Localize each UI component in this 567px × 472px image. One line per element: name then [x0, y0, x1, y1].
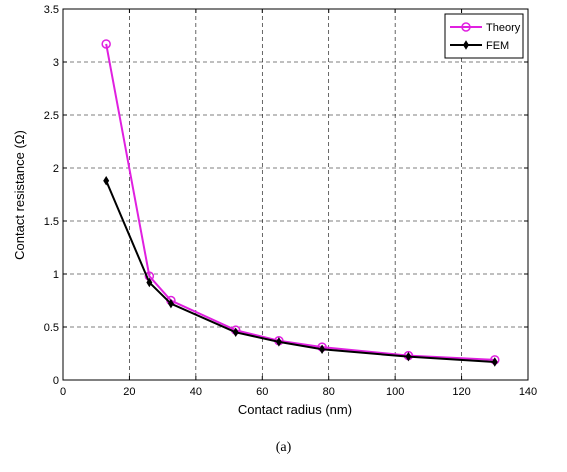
legend-entry-theory: Theory — [450, 22, 521, 34]
x-tick-label: 40 — [190, 386, 202, 398]
data-point-fem — [232, 327, 239, 338]
data-point-fem — [167, 298, 174, 309]
y-axis-label: Contact resistance (Ω) — [12, 130, 27, 260]
y-tick-label: 3.5 — [44, 4, 59, 16]
data-point-fem — [405, 351, 412, 362]
y-tick-label: 1 — [53, 269, 59, 281]
data-point-fem — [103, 175, 110, 186]
y-tick-label: 1.5 — [44, 216, 59, 228]
legend-marker — [463, 40, 469, 50]
figure-caption: (a) — [275, 440, 292, 455]
x-tick-label: 80 — [323, 386, 335, 398]
data-point-fem — [275, 337, 282, 347]
x-tick-label: 0 — [60, 386, 66, 398]
series-line-fem — [105, 180, 495, 363]
series-group — [101, 39, 500, 367]
y-tick-label: 0.5 — [44, 322, 59, 334]
x-tick-label: 20 — [123, 386, 135, 398]
legend-label: FEM — [486, 40, 509, 52]
x-tick-label: 120 — [452, 386, 470, 398]
legend-label: Theory — [486, 22, 521, 34]
x-tick-label: 100 — [386, 386, 404, 398]
grid — [63, 9, 528, 380]
legend-box — [444, 13, 524, 59]
legend-entry-fem: FEM — [450, 40, 509, 52]
plot-area — [63, 9, 528, 380]
y-tick-label: 3 — [53, 57, 59, 69]
series-line-theory — [105, 43, 495, 361]
x-tick-label: 140 — [519, 386, 537, 398]
x-axis-label: Contact radius (nm) — [238, 402, 352, 417]
y-tick-label: 2.5 — [44, 110, 59, 122]
legend-marker — [461, 22, 471, 32]
x-tick-label: 60 — [256, 386, 268, 398]
y-tick-label: 2 — [53, 163, 59, 175]
plot-frame — [62, 8, 529, 381]
data-point-fem — [491, 357, 498, 367]
axis-ticks: 0 20 40 60 80 100 120 140 0 0.5 1 1.5 2 2.5 3 3.5 — [44, 4, 537, 398]
chart: 0 20 40 60 80 100 120 140 0 0.5 1 1.5 2 2.5 3 3.5 Conta… — [12, 4, 537, 417]
series-fem — [103, 175, 498, 367]
legend: Theory FEM — [444, 13, 524, 59]
data-point-theory — [101, 39, 111, 49]
y-tick-label: 0 — [53, 375, 59, 387]
data-point-fem — [146, 277, 153, 288]
data-point-fem — [319, 344, 326, 355]
